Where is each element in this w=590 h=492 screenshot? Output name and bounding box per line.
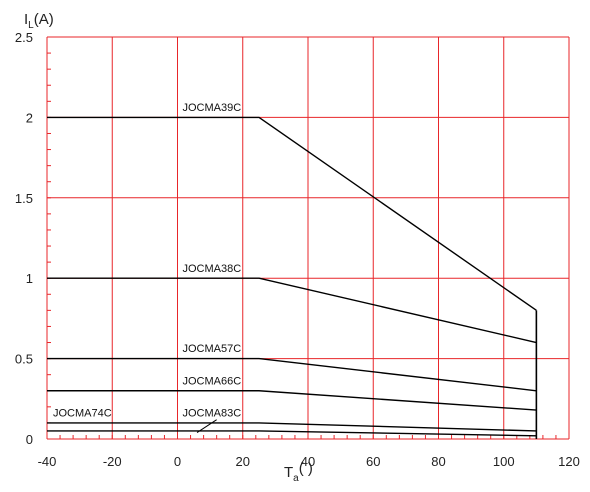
x-tick-label: -40 [38, 454, 57, 469]
y-tick-label: 0 [26, 432, 33, 447]
x-tick-label: 100 [493, 454, 515, 469]
annotation-layer: JOCMA39C JOCMA38C JOCMA57C JOCMA66C JOCMA74C… [53, 102, 241, 433]
x-tick-label: 20 [236, 454, 250, 469]
series-label-leader-jocma83c [196, 419, 217, 433]
series-line-jocma39c [47, 116, 537, 311]
x-tick-label: 80 [431, 454, 445, 469]
y-tick-label: 2 [26, 110, 33, 125]
series-line-jocma83c [47, 430, 537, 437]
x-tick-label: 60 [366, 454, 380, 469]
x-tick-label: 120 [558, 454, 580, 469]
y-axis-title-main: I [24, 11, 28, 28]
series-label-jocma57c: JOCMA57C [183, 343, 242, 355]
series-label-jocma38c: JOCMA38C [183, 263, 242, 275]
y-tick-label: 2.5 [15, 30, 33, 45]
minor-tick-layer [46, 36, 570, 440]
series-label-jocma74c: JOCMA74C [53, 407, 112, 419]
y-axis-title-sub: L [28, 20, 34, 31]
series-label-jocma83c: JOCMA83C [183, 407, 242, 419]
x-axis-title-main: T [284, 464, 293, 481]
series-label-jocma66c: JOCMA66C [183, 375, 242, 387]
grid-layer [46, 36, 570, 440]
series-line-jocma38c [47, 277, 537, 344]
x-axis-title-suffix: ( ) [299, 460, 313, 477]
series-line-jocma66c [47, 390, 537, 411]
y-tick-label: 0.5 [15, 352, 33, 367]
x-axis-title: Ta( ) [284, 460, 313, 484]
x-axis-title-sub: a [293, 473, 299, 484]
y-axis-title-suffix: (A) [34, 11, 54, 28]
series-layer [47, 116, 538, 439]
axis-layer: -40 -20 0 20 40 60 80 100 12000.511.522.5IL(A)Ta… [15, 11, 580, 484]
series-line-jocma74c [47, 422, 537, 432]
series-line-jocma57c [47, 357, 537, 392]
x-tick-label: -20 [103, 454, 122, 469]
y-tick-label: 1 [26, 271, 33, 286]
y-tick-label: 1.5 [15, 191, 33, 206]
x-tick-label: 0 [174, 454, 181, 469]
x-tick-label: 40 [301, 454, 315, 469]
series-label-jocma39c: JOCMA39C [183, 102, 242, 114]
y-axis-title: IL(A) [24, 11, 54, 31]
